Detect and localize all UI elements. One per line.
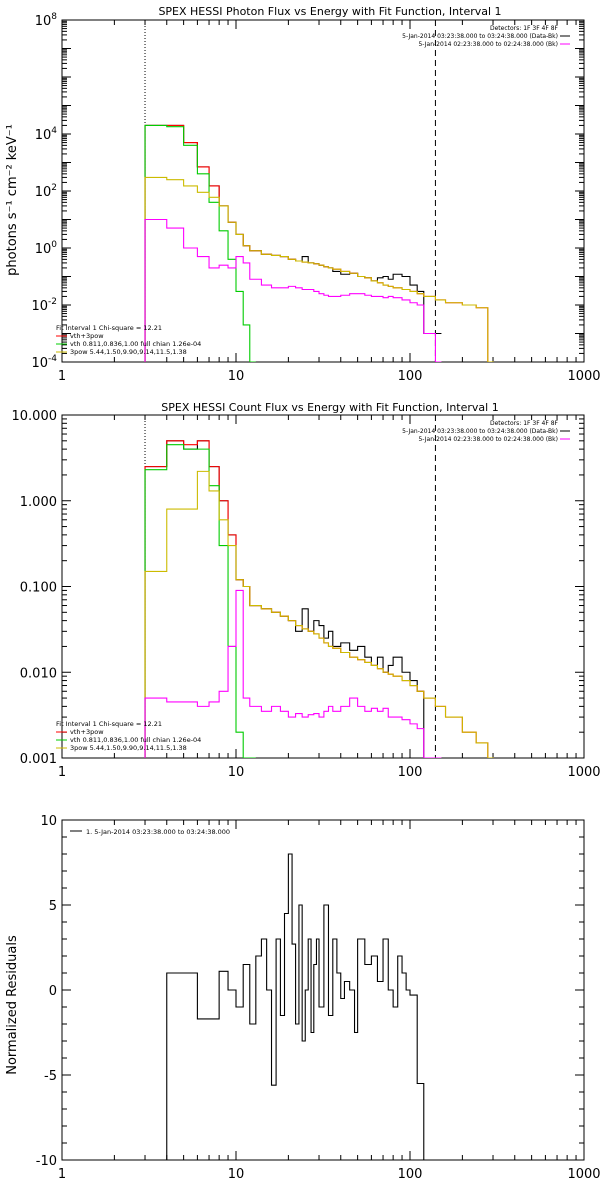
- count-y-tick-label: 0.010: [20, 666, 57, 681]
- photon-legend-top-right-item: Detectors: 1F 3F 4F 8F: [490, 25, 559, 32]
- photon-y-axis-label: photons s⁻¹ cm⁻² keV⁻¹: [5, 124, 20, 276]
- residuals-y-tick-label: 0: [49, 984, 57, 999]
- count-y-tick-label: 1.000: [20, 495, 57, 510]
- photon-x-tick-label: 10: [228, 369, 245, 384]
- count-legend-bottom-left-item: 3pow 5.44,1.50,9.90,9.14,11.5,1.38: [70, 744, 187, 752]
- count-x-axis: 1 10 100 1000: [58, 415, 600, 780]
- photon-x-tick-label: 1: [58, 369, 66, 384]
- count-flux-panel: SPEX HESSI Count Flux vs Energy with Fit…: [12, 401, 600, 780]
- count-legend-top-right-item: 5-Jan-2014 03:23:38.000 to 03:24:38.000 …: [402, 428, 558, 435]
- count-chart-title: SPEX HESSI Count Flux vs Energy with Fit…: [161, 401, 498, 414]
- photon-legend-bottom-left-item: vth 0.811,0.836,1.00 full chian 1.26e-04: [70, 340, 201, 348]
- count-legend-bottom-left-item: vth 0.811,0.836,1.00 full chian 1.26e-04: [70, 736, 201, 744]
- photon-legend-bottom-left-item: 3pow 5.44,1.50,9.90,9.14,11.5,1.38: [70, 348, 187, 356]
- count-legend-top-right-item: Detectors: 1F 3F 4F 8F: [490, 420, 559, 427]
- photon-x-tick-label: 100: [398, 369, 423, 384]
- photon-y-tick-label: 10-2: [31, 297, 57, 314]
- photon-y-tick-label: 102: [35, 183, 57, 200]
- residuals-axes-frame: [61, 819, 585, 1161]
- photon-series-bk: [144, 218, 442, 362]
- count-x-tick-label: 100: [398, 765, 423, 780]
- photon-plot-area: 1 10 100 1000 10-4 10-2 100 102 104 108 Detectors:…: [31, 12, 600, 384]
- residuals-series-1-5-jan-2014-03-23-38-000-to-03-24-38-000: [145, 853, 442, 1160]
- count-legend-bottom-left-item: vth+3pow: [70, 728, 104, 736]
- count-axes-frame: [61, 414, 585, 759]
- count-x-tick-label: 10: [228, 765, 245, 780]
- count-series-vth: [144, 444, 256, 758]
- photon-y-tick-label: 100: [35, 240, 58, 257]
- photon-legend-top-right-item: 5-Jan-2014 02:23:38.000 to 02:24:38.000 …: [418, 41, 558, 48]
- count-legend-top-right-item: 5-Jan-2014 02:23:38.000 to 02:24:38.000 …: [418, 436, 558, 443]
- count-x-tick-label: 1000: [567, 765, 600, 780]
- count-plot-area: 1 10 100 1000 0.001 0.010 0.100 1.000 10.000 Dete…: [12, 409, 600, 780]
- residuals-y-tick-label: 10: [40, 814, 57, 829]
- residuals-x-tick-label: 1: [58, 1167, 66, 1182]
- photon-legend-bottom-left-item: vth+3pow: [70, 332, 104, 340]
- photon-x-axis: 1 10 100 1000: [58, 20, 600, 384]
- photon-x-tick-label: 1000: [567, 369, 600, 384]
- photon-flux-panel: SPEX HESSI Photon Flux vs Energy with Fi…: [5, 5, 600, 384]
- count-legend-bottom-left-item: Fit Interval 1 Chi-square = 12.21: [56, 720, 162, 728]
- residuals-y-axis: -10 -5 0 5 10: [36, 814, 584, 1169]
- count-series-3pow: [144, 470, 494, 758]
- residuals-x-tick-label: 1000: [567, 1167, 600, 1182]
- residuals-y-axis-label: Normalized Residuals: [5, 935, 20, 1075]
- residuals-y-tick-label: -10: [36, 1154, 57, 1169]
- residuals-plot-area: 1 10 100 1000 -10 -5 0 5 10 1. 5-Jan-2014 03:23:3…: [36, 814, 600, 1182]
- residuals-x-tick-label: 10: [228, 1167, 245, 1182]
- count-series-data-bk: [144, 440, 442, 758]
- photon-y-tick-label: 10-4: [31, 354, 57, 371]
- residuals-y-tick-label: 5: [49, 899, 57, 914]
- residuals-panel: Normalized Residuals 1 10 100 1000 -10 -5 0 5 10…: [5, 814, 600, 1182]
- photon-series-data-bk: [144, 124, 442, 362]
- photon-axes-frame: [61, 19, 585, 363]
- photon-y-tick-label: 108: [35, 12, 58, 29]
- count-y-tick-label: 0.001: [20, 752, 57, 767]
- count-y-tick-label: 10.000: [12, 409, 58, 424]
- photon-chart-title: SPEX HESSI Photon Flux vs Energy with Fi…: [158, 5, 501, 18]
- count-y-tick-label: 0.100: [20, 581, 57, 596]
- residuals-x-tick-label: 100: [398, 1167, 423, 1182]
- photon-legend-top-right-item: 5-Jan-2014 03:23:38.000 to 03:24:38.000 …: [402, 33, 558, 40]
- photon-legend-bottom-left-item: Fit Interval 1 Chi-square = 12.21: [56, 324, 162, 332]
- residuals-y-tick-label: -5: [44, 1069, 57, 1084]
- count-y-axis: 0.001 0.010 0.100 1.000 10.000: [12, 409, 584, 767]
- photon-y-tick-label: 104: [35, 126, 58, 143]
- residuals-x-axis: 1 10 100 1000: [58, 820, 600, 1182]
- count-series-bk: [144, 589, 442, 758]
- photon-y-axis: 10-4 10-2 100 102 104 108: [31, 12, 584, 371]
- count-x-tick-label: 1: [58, 765, 66, 780]
- residuals-legend-item: 1. 5-Jan-2014 03:23:38.000 to 03:24:38.0…: [86, 828, 230, 836]
- photon-series-3pow: [144, 176, 494, 362]
